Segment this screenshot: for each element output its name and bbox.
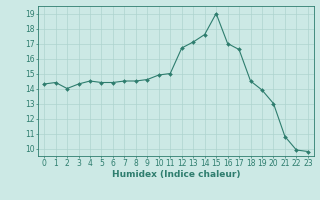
X-axis label: Humidex (Indice chaleur): Humidex (Indice chaleur) — [112, 170, 240, 179]
